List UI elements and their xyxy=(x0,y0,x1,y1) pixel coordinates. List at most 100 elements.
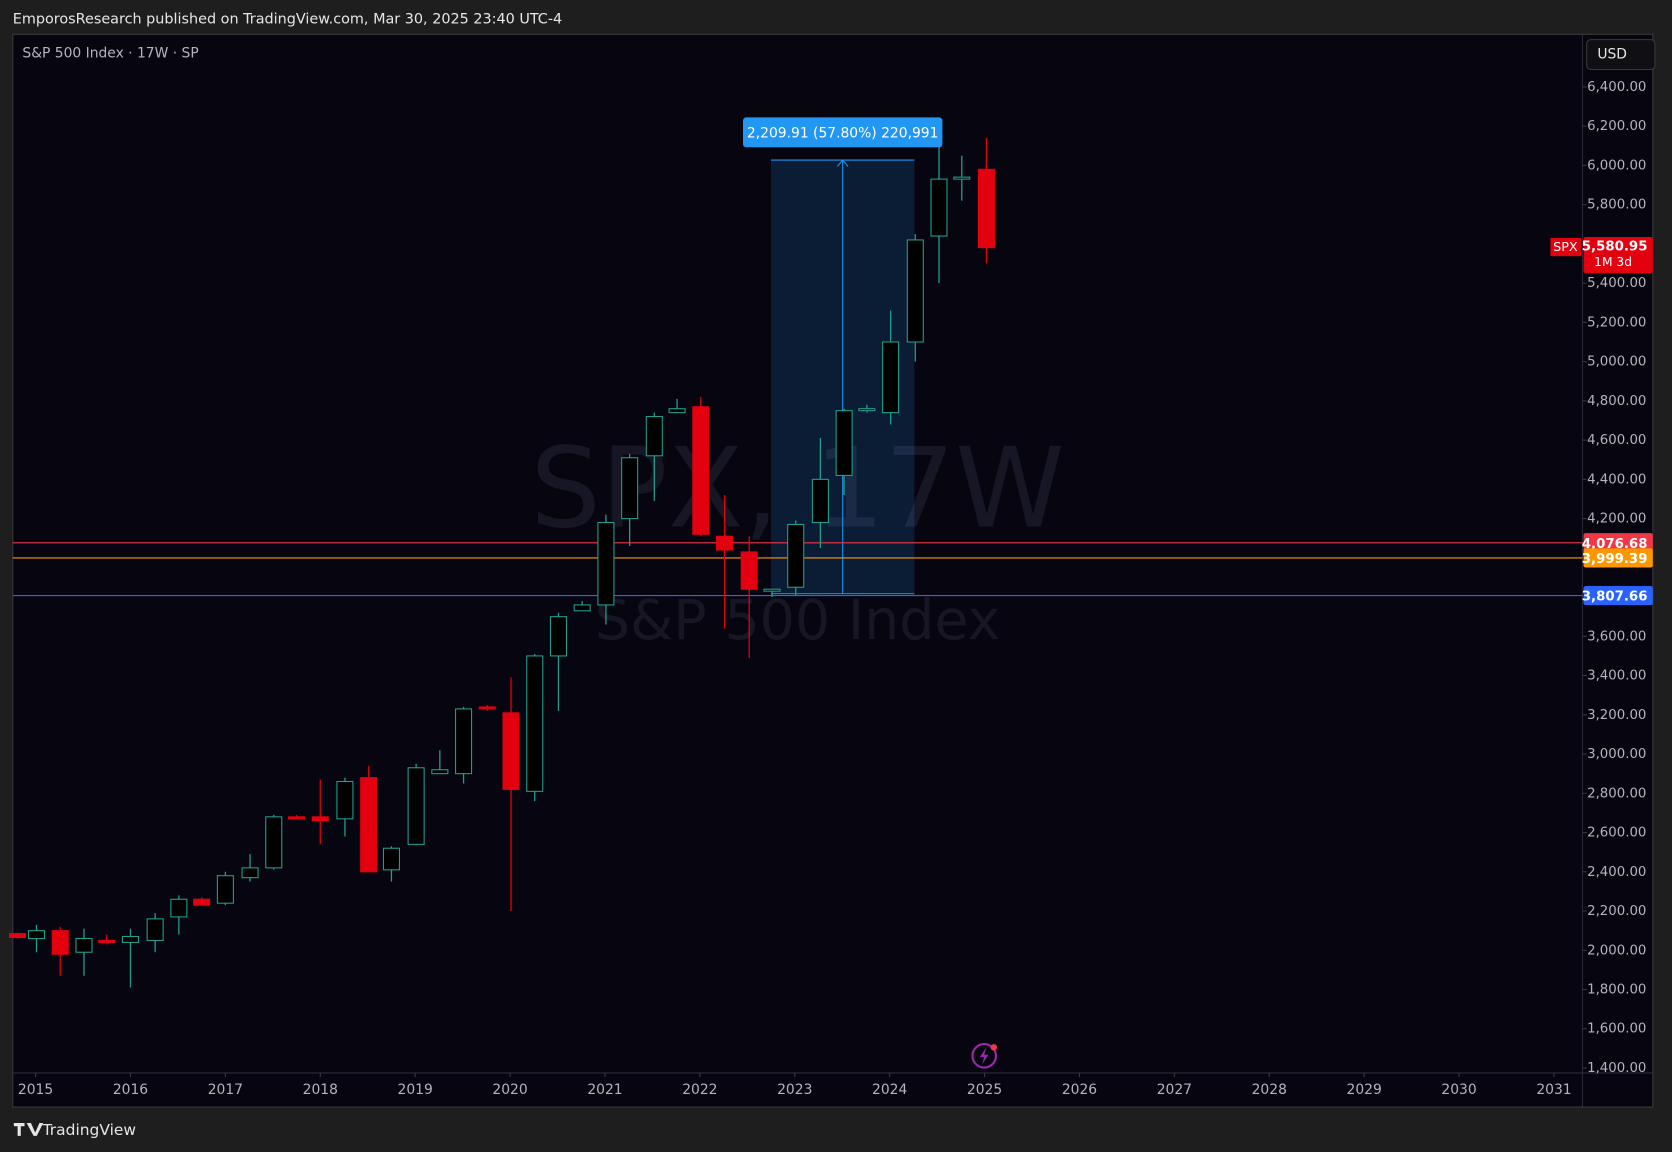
candle xyxy=(930,145,948,284)
candle xyxy=(740,536,758,658)
candle-body xyxy=(692,406,710,535)
candle xyxy=(146,912,164,953)
y-tick-label: 2,800.00 xyxy=(1587,786,1646,801)
candle-body xyxy=(526,655,544,792)
candle xyxy=(241,854,259,882)
y-tick-label: 1,800.00 xyxy=(1587,983,1646,998)
alert-bolt[interactable] xyxy=(979,1047,989,1065)
candle xyxy=(75,928,93,976)
x-tick-label: 2015 xyxy=(18,1082,53,1098)
price-line-label: 4,076.68 xyxy=(1582,537,1648,552)
chart-pane xyxy=(12,33,1654,1108)
alert-icon[interactable] xyxy=(971,1043,998,1069)
x-tick-label: 2019 xyxy=(398,1082,433,1098)
candle-body xyxy=(241,867,259,879)
candle-body xyxy=(193,898,211,906)
y-tick-label: 2,600.00 xyxy=(1587,826,1646,841)
x-tick-label: 2024 xyxy=(872,1082,907,1098)
candle-body xyxy=(811,478,829,524)
candle xyxy=(51,926,69,976)
y-tick-label: 5,000.00 xyxy=(1587,355,1646,370)
x-tick-label: 2023 xyxy=(777,1082,812,1098)
candle xyxy=(787,520,805,596)
measure-label: 2,209.91 (57.80%) 220,991 xyxy=(747,125,939,141)
candle-body xyxy=(882,341,900,414)
candle xyxy=(811,438,829,549)
candle xyxy=(431,750,449,775)
x-tick-label: 2027 xyxy=(1157,1082,1192,1098)
candle-body xyxy=(311,816,329,822)
candle xyxy=(835,408,853,496)
candle-body xyxy=(9,933,27,939)
last-price-tag xyxy=(1583,236,1653,274)
candle-body xyxy=(573,604,591,612)
candle-body xyxy=(265,816,283,869)
candle xyxy=(882,310,900,425)
x-tick-label: 2030 xyxy=(1441,1082,1476,1098)
measure-arrow-head xyxy=(836,159,849,167)
candle xyxy=(9,932,27,939)
candle xyxy=(763,588,781,598)
logo xyxy=(13,1123,44,1136)
currency-label[interactable]: USD xyxy=(1597,47,1627,63)
y-tick-label: 4,800.00 xyxy=(1587,394,1646,409)
x-tick-label: 2029 xyxy=(1347,1082,1382,1098)
candle xyxy=(382,846,400,882)
candle-body xyxy=(27,930,46,940)
y-tick-label: 6,200.00 xyxy=(1587,119,1646,134)
chart-title: S&P 500 Index · 17W · SP xyxy=(22,46,198,62)
candle-body xyxy=(407,767,425,845)
x-tick-label: 2026 xyxy=(1062,1082,1097,1098)
candle-body xyxy=(98,939,116,943)
candle xyxy=(668,398,686,414)
candle-body xyxy=(740,551,758,590)
x-tick-label: 2021 xyxy=(587,1082,622,1098)
y-tick-label: 4,400.00 xyxy=(1587,472,1646,487)
candle-body xyxy=(645,416,663,457)
candle xyxy=(692,396,710,537)
candle-body xyxy=(763,588,781,592)
candle xyxy=(645,412,663,501)
y-tick-label: 3,600.00 xyxy=(1587,629,1646,644)
price-line-tag xyxy=(1583,585,1653,606)
y-tick-label: 5,200.00 xyxy=(1587,315,1646,330)
candle xyxy=(27,924,46,953)
candle-body xyxy=(360,777,378,873)
candle-body xyxy=(478,706,496,710)
x-tick-label: 2028 xyxy=(1252,1082,1287,1098)
candle-body xyxy=(431,769,449,775)
candle-body xyxy=(930,178,948,237)
x-tick-label: 2025 xyxy=(967,1082,1002,1098)
candle xyxy=(502,677,520,912)
candle xyxy=(170,895,188,935)
candle-body xyxy=(288,816,306,820)
y-tick-label: 4,200.00 xyxy=(1587,512,1646,527)
footer: TradingView xyxy=(13,1121,136,1139)
candle-body xyxy=(455,708,473,775)
alert-dot[interactable] xyxy=(990,1044,998,1051)
watermark-name: S&P 500 Index xyxy=(595,589,1001,653)
candle-body xyxy=(953,176,971,180)
alert-ring[interactable] xyxy=(971,1043,998,1069)
last-price-label: 5,580.95 xyxy=(1582,240,1648,255)
x-tick-label: 2031 xyxy=(1536,1082,1571,1098)
candle-body xyxy=(668,408,686,414)
y-tick-label: 3,000.00 xyxy=(1587,747,1646,762)
candle-body xyxy=(835,410,853,476)
x-tick-label: 2017 xyxy=(208,1082,243,1098)
x-tick-label: 2022 xyxy=(682,1082,717,1098)
currency-button[interactable] xyxy=(1586,39,1656,71)
candle xyxy=(549,612,567,711)
candle xyxy=(716,495,734,629)
y-tick-label: 5,800.00 xyxy=(1587,198,1646,213)
candle-body xyxy=(146,918,164,941)
x-tick-label: 2016 xyxy=(113,1082,148,1098)
candle-body xyxy=(51,930,69,955)
y-tick-label: 2,400.00 xyxy=(1587,865,1646,880)
x-tick-label: 2018 xyxy=(303,1082,338,1098)
y-tick-label: 1,400.00 xyxy=(1587,1061,1646,1076)
candle xyxy=(977,137,995,264)
y-tick-label: 6,400.00 xyxy=(1587,80,1646,95)
y-tick-label: 4,600.00 xyxy=(1587,433,1646,448)
